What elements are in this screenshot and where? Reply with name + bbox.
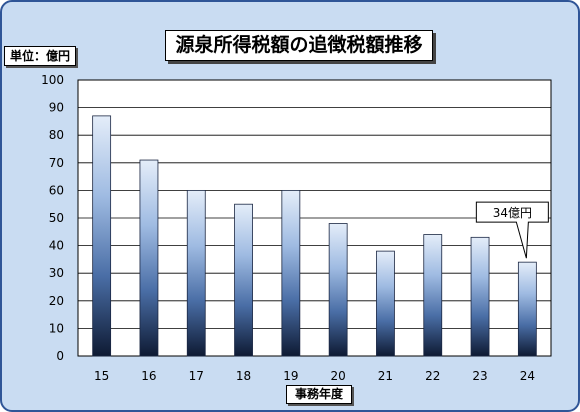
bar-22 — [423, 234, 443, 357]
x-tick-label-19: 19 — [283, 369, 298, 383]
unit-label: 単位：億円 — [4, 46, 76, 66]
x-tick-label-20: 20 — [331, 369, 346, 383]
y-tick-label-40: 40 — [49, 239, 64, 253]
bars — [92, 115, 537, 357]
bar-20 — [328, 223, 348, 357]
bar-15 — [92, 115, 112, 357]
x-tick-label-18: 18 — [236, 369, 251, 383]
chart-title: 源泉所得税額の追徴税額推移 — [165, 30, 433, 61]
callout-text: 34億円 — [493, 206, 532, 220]
x-tick-label-23: 23 — [472, 369, 487, 383]
y-axis-tick-labels: 0 10 20 30 40 50 60 70 80 90 100 — [41, 73, 64, 363]
bar-21 — [376, 250, 395, 357]
y-tick-label-80: 80 — [49, 128, 64, 142]
callout-shape — [475, 201, 549, 259]
y-tick-label-50: 50 — [49, 211, 64, 225]
x-tick-label-21: 21 — [378, 369, 393, 383]
y-tick-label-20: 20 — [49, 294, 64, 308]
bar-19 — [281, 189, 301, 357]
bar-23 — [470, 236, 490, 357]
y-tick-label-90: 90 — [49, 101, 64, 115]
x-tick-label-24: 24 — [520, 369, 535, 383]
y-tick-label-10: 10 — [49, 321, 64, 335]
y-tick-label-0: 0 — [56, 349, 64, 363]
bar-18 — [234, 203, 253, 357]
x-tick-label-15: 15 — [94, 369, 109, 383]
annotation-callout: 34億円 — [475, 201, 549, 259]
bar-16 — [139, 159, 159, 357]
y-tick-label-30: 30 — [49, 266, 64, 280]
x-tick-label-16: 16 — [141, 369, 156, 383]
y-tick-label-60: 60 — [49, 183, 64, 197]
x-axis-tick-labels: 15 16 17 18 19 20 21 22 23 24 — [94, 369, 535, 383]
bar-17 — [186, 189, 206, 357]
x-axis-title: 事務年度 — [286, 385, 352, 404]
bar-24 — [517, 261, 537, 357]
x-tick-label-17: 17 — [189, 369, 204, 383]
y-tick-label-100: 100 — [41, 73, 64, 87]
x-tick-label-22: 22 — [425, 369, 440, 383]
y-tick-label-70: 70 — [49, 156, 64, 170]
